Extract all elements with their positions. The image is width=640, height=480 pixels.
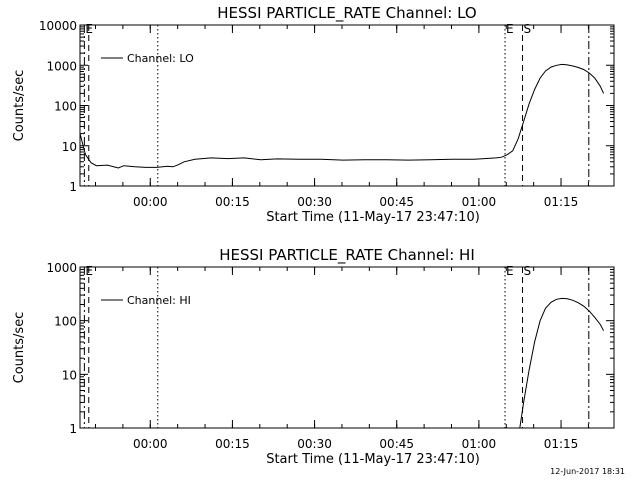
date-stamp: 12-Jun-2017 18:31 <box>550 467 625 476</box>
x-tick-label: 00:30 <box>297 195 332 209</box>
y-tick-label: 10 <box>62 140 77 154</box>
x-tick-label: 00:45 <box>379 195 414 209</box>
data-series-line <box>79 63 605 169</box>
x-tick-label: 00:15 <box>215 437 250 451</box>
x-tick-label: 01:00 <box>462 437 497 451</box>
panel-lo-channel: HESSI PARTICLE_RATE Channel: LO 1 10 100 100… <box>12 4 615 225</box>
event-marker-label: S <box>524 264 532 278</box>
plot-frame <box>79 266 615 429</box>
y-tick-label: 1000 <box>46 261 77 275</box>
y-tick-label: 100 <box>54 100 77 114</box>
chart-title: HESSI PARTICLE_RATE Channel: LO <box>217 4 476 23</box>
x-tick-label: 01:15 <box>544 195 579 209</box>
event-marker-label: E <box>506 22 514 36</box>
y-tick-label: 10000 <box>39 19 77 33</box>
chart-title: HESSI PARTICLE_RATE Channel: HI <box>219 246 475 265</box>
x-tick-label: 00:00 <box>133 195 168 209</box>
x-axis-label: Start Time (11-May-17 23:47:10) <box>266 210 480 225</box>
y-tick-label: 1 <box>69 180 77 194</box>
y-tick-label: 10 <box>62 368 77 382</box>
x-tick-label: 00:15 <box>215 195 250 209</box>
y-axis-label: Counts/sec <box>12 70 27 142</box>
x-tick-label: 00:45 <box>379 437 414 451</box>
y-tick-label: 100 <box>54 315 77 329</box>
y-axis-label: Counts/sec <box>12 312 27 384</box>
event-marker-label: E <box>506 264 514 278</box>
y-tick-label: 1000 <box>46 59 77 73</box>
x-axis-label: Start Time (11-May-17 23:47:10) <box>266 452 480 467</box>
panel-hi-channel: HESSI PARTICLE_RATE Channel: HI 1 10 100 100… <box>12 246 615 467</box>
x-tick-label: 01:15 <box>544 437 579 451</box>
x-tick-label: 00:30 <box>297 437 332 451</box>
event-marker-label: S <box>524 22 532 36</box>
legend-label: Channel: HI <box>127 294 191 307</box>
data-series-line <box>519 297 605 429</box>
x-tick-label: 00:00 <box>133 437 168 451</box>
legend-label: Channel: LO <box>127 52 194 65</box>
plot-frame <box>79 24 615 187</box>
y-tick-label: 1 <box>69 422 77 436</box>
x-tick-label: 01:00 <box>462 195 497 209</box>
